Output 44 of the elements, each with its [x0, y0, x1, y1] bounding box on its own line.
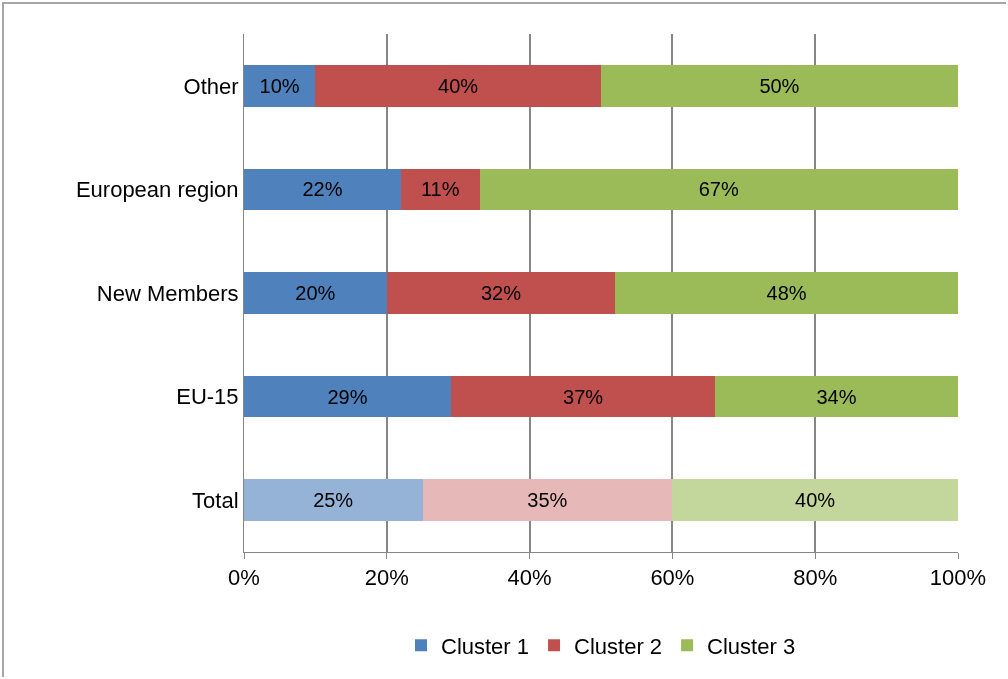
- data-label: 48%: [766, 282, 807, 304]
- x-tick-label: 100%: [929, 565, 987, 591]
- bar: [715, 375, 958, 418]
- y-tick-label: European region: [75, 177, 239, 203]
- data-label: 50%: [759, 74, 800, 97]
- x-tick-label: 40%: [507, 565, 552, 591]
- x-tick-label: 0%: [228, 565, 260, 591]
- y-tick-label: Total: [192, 487, 239, 513]
- data-label: 20%: [295, 282, 336, 304]
- data-label: 40%: [795, 489, 836, 512]
- data-label: 37%: [563, 385, 604, 408]
- data-label: 35%: [527, 489, 568, 512]
- bar: [386, 272, 616, 314]
- legend-label: Cluster 2: [574, 633, 663, 659]
- bar: [451, 375, 716, 418]
- y-tick-label: New Members: [96, 280, 239, 306]
- bar: [244, 65, 316, 107]
- bar: [422, 479, 673, 521]
- legend-label: Cluster 3: [707, 633, 796, 659]
- data-label: 32%: [480, 282, 522, 304]
- data-label: 11%: [420, 178, 460, 201]
- bar: [244, 272, 387, 314]
- data-label: 40%: [438, 74, 479, 97]
- data-label: 22%: [302, 178, 343, 201]
- bar: [315, 65, 601, 107]
- data-label: 34%: [816, 385, 857, 408]
- data-label: 25%: [313, 489, 354, 512]
- y-tick-label: Other: [183, 73, 239, 99]
- bar: [244, 168, 402, 211]
- legend-label: Cluster 1: [441, 633, 530, 659]
- x-tick-label: 20%: [364, 565, 409, 591]
- bar: [401, 168, 480, 211]
- data-label: 29%: [327, 385, 368, 408]
- bar: [601, 65, 958, 107]
- bar: [244, 375, 452, 418]
- x-tick-label: 80%: [793, 565, 838, 591]
- bar: [244, 479, 423, 521]
- y-tick-label: EU-15: [176, 384, 239, 410]
- x-tick-label: 60%: [650, 565, 695, 591]
- bar: [479, 168, 958, 211]
- bar: [672, 479, 958, 521]
- bar: [615, 272, 958, 314]
- data-label: 10%: [259, 74, 300, 97]
- data-label: 67%: [698, 178, 739, 201]
